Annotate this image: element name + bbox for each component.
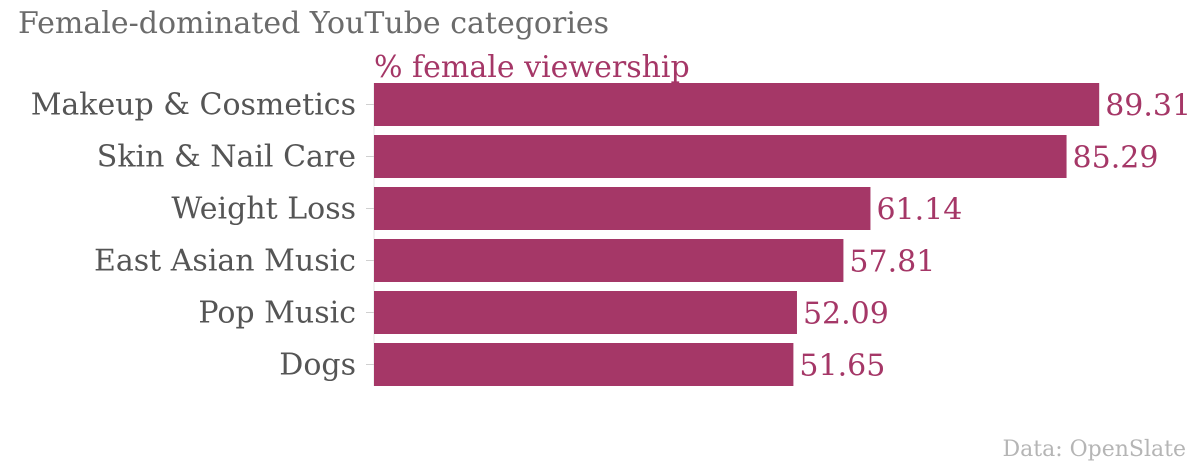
chart-subtitle: % female viewership [374,50,690,85]
bar [374,343,794,386]
y-axis [366,83,375,386]
value-label: 89.31 [1105,89,1191,124]
value-label: 52.09 [803,297,889,332]
bar [374,239,844,282]
bar [374,291,797,334]
value-label: 85.29 [1073,141,1159,176]
source-note: Data: OpenSlate [1002,437,1186,462]
bar [374,187,871,230]
category-label: Weight Loss [171,192,356,227]
value-label: 51.65 [799,349,885,384]
value-label: 61.14 [876,193,962,228]
value-label: 57.81 [849,245,935,280]
category-label: Skin & Nail Care [97,140,356,175]
bar [374,135,1067,178]
category-label: Makeup & Cosmetics [31,88,356,123]
labels: % female viewership Makeup & Cosmetics 89.… [31,50,1191,384]
bars [374,83,1100,386]
chart-title: Female-dominated YouTube categories [18,6,610,41]
category-label: Dogs [279,348,356,383]
category-label: East Asian Music [94,244,356,279]
bar [374,83,1100,126]
category-label: Pop Music [198,296,356,331]
